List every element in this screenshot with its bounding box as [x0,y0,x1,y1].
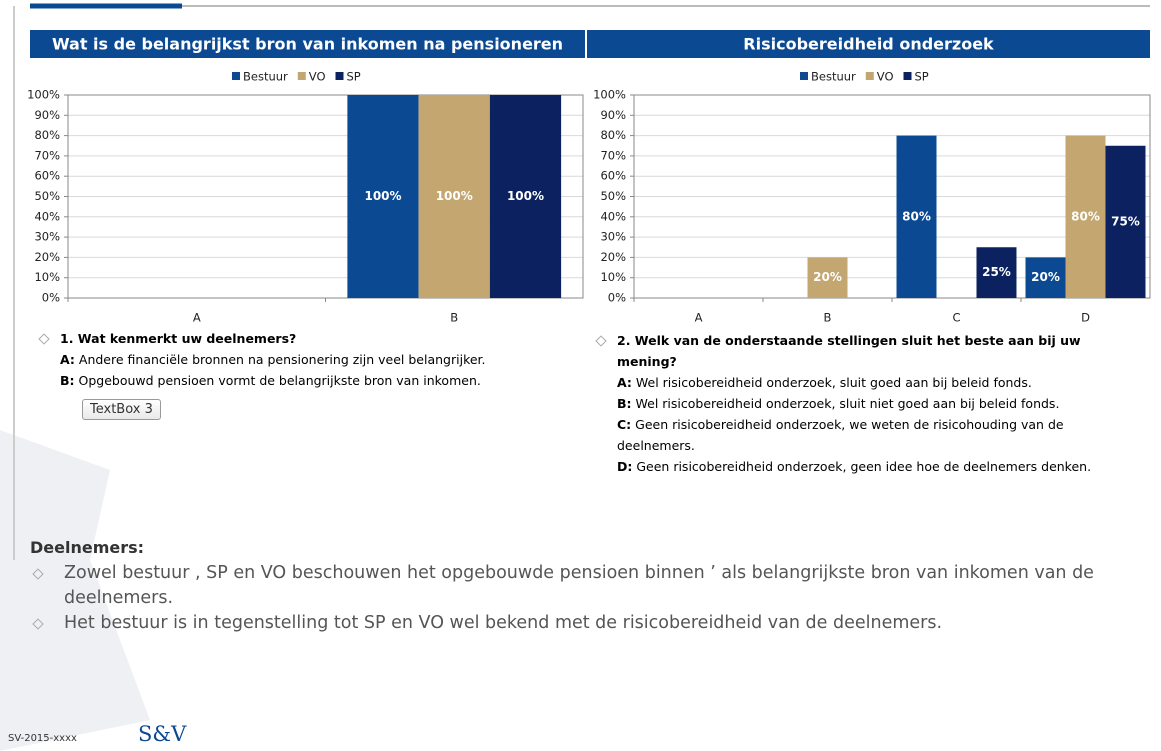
answer-label: B: [60,373,75,388]
answer-text: Opgebouwd pensioen vormt de belangrijkst… [78,373,481,388]
bar [1025,257,1066,298]
value-label: 25% [982,265,1011,279]
legend-swatch [232,72,240,80]
legend-swatch [865,72,874,80]
value-label: 100% [507,189,544,203]
answer: D: Geen risicobereidheid onderzoek, geen… [617,456,1127,477]
answer-label: A: [617,375,632,390]
y-tick-label: 70% [600,148,626,162]
summary-bullet: Het bestuur is in tegenstelling tot SP e… [64,611,1140,636]
legend-label: SP [915,70,929,84]
y-tick-label: 100% [593,88,626,102]
bar [976,247,1017,298]
y-tick-label: 0% [608,291,626,305]
value-label: 20% [1031,270,1060,284]
answer: B: Opgebouwd pensioen vormt de belangrij… [60,370,580,391]
bar [1065,135,1106,298]
legend-label: Bestuur [243,70,288,84]
y-tick-label: 100% [27,88,60,102]
answer-label: D: [617,459,633,474]
footer-code: SV-2015-xxxx [8,733,77,744]
value-label: 75% [1111,214,1140,228]
y-tick-label: 40% [34,209,60,223]
value-label: 20% [813,270,842,284]
summary-list: Zowel bestuur , SP en VO beschouwen het … [30,561,1140,636]
header-bar [587,30,1150,58]
legend-label: Bestuur [811,70,856,84]
question-1: 1. Wat kenmerkt uw deelnemers? A: Andere… [60,328,580,391]
legend-label: VO [877,70,894,84]
y-tick-label: 80% [34,128,60,142]
footer-logo: S&V [138,722,187,746]
answer-label: A: [60,352,75,367]
y-tick-label: 90% [34,108,60,122]
summary-heading: Deelnemers: [30,538,145,557]
legend-label: SP [347,70,361,84]
summary: Deelnemers: Zowel bestuur , SP en VO bes… [30,538,1140,636]
answer-text: Andere financiële bronnen na pensionerin… [78,352,486,367]
y-tick-label: 50% [600,189,626,203]
y-tick-label: 20% [34,250,60,264]
legend-label: VO [309,70,326,84]
bar [1105,145,1146,298]
y-tick-label: 70% [34,148,60,162]
y-tick-label: 10% [600,270,626,284]
chart-title: Risicobereidheid onderzoek [743,35,994,54]
answer-text: Wel risicobereidheid onderzoek, sluit go… [635,375,1032,390]
summary-bullet: Zowel bestuur , SP en VO beschouwen het … [64,561,1140,611]
answer: B: Wel risicobereidheid onderzoek, sluit… [617,393,1127,414]
bar [347,95,419,298]
y-tick-label: 80% [600,128,626,142]
bar [418,95,490,298]
answer-text: Wel risicobereidheid onderzoek, sluit ni… [635,396,1060,411]
header-bar [30,30,585,58]
legend-swatch [800,72,808,80]
textbox[interactable]: TextBox 3 [82,399,161,420]
bar [807,257,848,298]
value-label: 100% [364,189,401,203]
answer-label: C: [617,417,632,432]
value-label: 80% [1071,209,1100,223]
legend-swatch [335,72,344,80]
answer-text: Geen risicobereidheid onderzoek, we wete… [617,417,1064,453]
answer: A: Andere financiële bronnen na pensione… [60,349,580,370]
x-tick-label: A [193,311,201,325]
x-tick-label: B [824,311,832,325]
x-tick-label: A [695,311,703,325]
answer: C: Geen risicobereidheid onderzoek, we w… [617,414,1127,456]
y-tick-label: 20% [600,250,626,264]
y-tick-label: 60% [34,169,60,183]
question-2: 2. Welk van de onderstaande stellingen s… [617,330,1127,477]
answer-text: Geen risicobereidheid onderzoek, geen id… [636,459,1092,474]
y-tick-label: 60% [600,169,626,183]
bar [896,135,937,298]
x-tick-label: C [952,311,960,325]
y-tick-label: 50% [34,189,60,203]
y-tick-label: 40% [600,209,626,223]
chart-title: Wat is de belangrijkst bron van inkomen … [52,35,563,54]
y-tick-label: 30% [600,230,626,244]
y-tick-label: 90% [600,108,626,122]
legend-swatch [903,72,912,80]
value-label: 100% [436,189,473,203]
question-title: 1. Wat kenmerkt uw deelnemers? [60,328,580,349]
y-tick-label: 0% [42,291,60,305]
value-label: 80% [902,209,931,223]
answer: A: Wel risicobereidheid onderzoek, sluit… [617,372,1127,393]
y-tick-label: 30% [34,230,60,244]
y-tick-label: 10% [34,270,60,284]
x-tick-label: D [1081,311,1090,325]
question-title: 2. Welk van de onderstaande stellingen s… [617,330,1127,372]
bar [489,95,562,298]
answer-label: B: [617,396,632,411]
legend-swatch [297,72,306,80]
x-tick-label: B [450,311,458,325]
